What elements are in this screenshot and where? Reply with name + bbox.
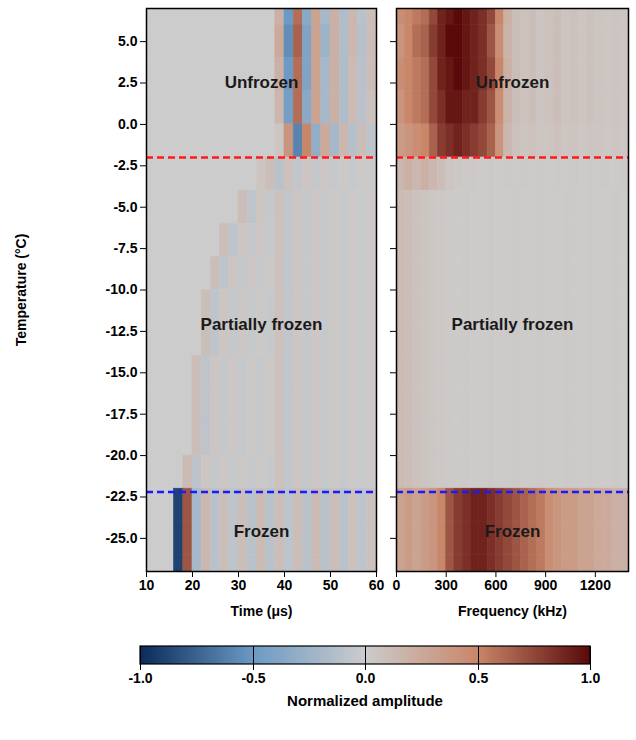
- svg-text:Unfrozen: Unfrozen: [476, 73, 550, 92]
- svg-text:Partially frozen: Partially frozen: [201, 315, 323, 334]
- svg-text:30: 30: [231, 577, 247, 593]
- svg-text:900: 900: [534, 577, 558, 593]
- svg-text:-2.5: -2.5: [113, 157, 137, 173]
- svg-text:Unfrozen: Unfrozen: [225, 73, 299, 92]
- svg-text:Frequency (kHz): Frequency (kHz): [458, 603, 567, 619]
- svg-text:0: 0: [393, 577, 401, 593]
- svg-text:-7.5: -7.5: [113, 240, 137, 256]
- svg-text:-12.5: -12.5: [106, 323, 138, 339]
- svg-text:1.0: 1.0: [581, 670, 601, 686]
- svg-text:300: 300: [435, 577, 459, 593]
- svg-text:Temperature (°C): Temperature (°C): [13, 234, 29, 347]
- svg-text:-1.0: -1.0: [128, 670, 152, 686]
- svg-text:0.0: 0.0: [356, 670, 376, 686]
- svg-text:-0.5: -0.5: [241, 670, 265, 686]
- svg-text:-5.0: -5.0: [113, 199, 137, 215]
- svg-text:-22.5: -22.5: [106, 488, 138, 504]
- svg-text:Frozen: Frozen: [485, 522, 541, 541]
- svg-text:Time (μs): Time (μs): [231, 603, 293, 619]
- svg-text:-20.0: -20.0: [106, 447, 138, 463]
- svg-text:40: 40: [277, 577, 293, 593]
- svg-text:Partially frozen: Partially frozen: [452, 315, 574, 334]
- html-text:Normalized amplitude: Normalized amplitude: [287, 692, 443, 709]
- svg-text:1200: 1200: [580, 577, 611, 593]
- svg-text:-15.0: -15.0: [106, 364, 138, 380]
- svg-text:Frozen: Frozen: [234, 522, 290, 541]
- svg-text:10: 10: [139, 577, 155, 593]
- svg-text:50: 50: [323, 577, 339, 593]
- svg-text:-10.0: -10.0: [106, 281, 138, 297]
- svg-text:20: 20: [185, 577, 201, 593]
- svg-text:-17.5: -17.5: [106, 406, 138, 422]
- svg-text:0.5: 0.5: [469, 670, 489, 686]
- svg-text:60: 60: [369, 577, 385, 593]
- svg-text:5.0: 5.0: [118, 33, 138, 49]
- svg-text:0.0: 0.0: [118, 116, 138, 132]
- svg-text:600: 600: [484, 577, 508, 593]
- svg-text:2.5: 2.5: [118, 74, 138, 90]
- svg-text:-25.0: -25.0: [106, 530, 138, 546]
